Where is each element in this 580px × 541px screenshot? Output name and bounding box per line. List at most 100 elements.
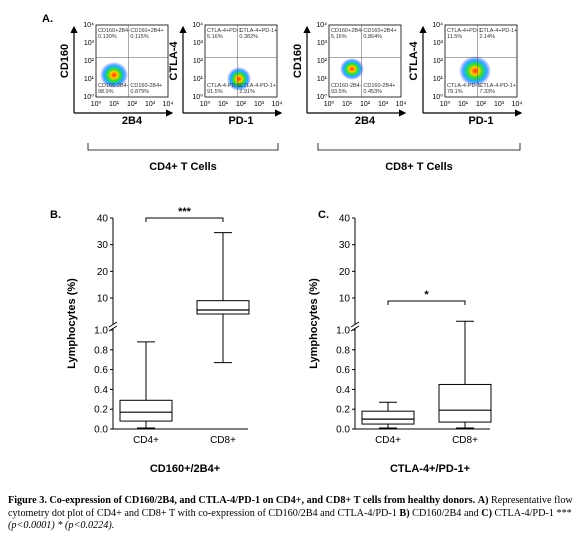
flow-x-tick: 10² [127,101,138,108]
box-iqr [438,383,492,423]
quadrant-label: CTLA-4-PD-1+ [239,83,276,89]
flow-plot-4: CTLA-4+PD-1-11.5% CTLA-4+PD-1+2.14% CTLA-4… [408,22,522,127]
quadrant-label: CD160+2B4+ [130,28,163,34]
flow-y-tick: 10¹ [433,76,444,83]
flow-y-tick: 10⁰ [316,93,327,101]
caption-part-a: Representative flow cytometry dot plot o… [8,495,573,519]
flow-y-tick: 10³ [193,40,204,47]
y-tick-label: 0.4 [336,385,350,396]
significance-bracket [387,300,466,305]
quadrant-label: CD160+2B4+ [363,28,396,34]
flow-y-tick: 10⁴ [432,22,443,29]
quadrant-percent: 0.453% [363,89,382,95]
group-label: CD4+ T Cells [149,161,217,173]
quadrant-percent: 2.14% [479,34,495,40]
boxplot-panel-1: 0.0 0.2 0.4 0.6 0.8 1.0 10 20 30 40 Lymphocytes (%… [66,206,250,475]
quadrant-percent: 0.382% [239,34,258,40]
y-tick-label: 0.6 [336,365,350,376]
quadrant-label: CTLA-4+PD-1+ [479,28,517,34]
flow-y-label: CTLA-4 [408,41,420,81]
flow-x-tick: 10⁴ [272,101,283,108]
quadrant-percent: 98.9% [98,89,114,95]
y-tick-label: 1.0 [336,326,350,337]
flow-x-tick: 10³ [254,101,265,108]
x-axis-label: CD160+/2B4+ [150,463,220,475]
caption-lead: Figure 3 [8,495,45,506]
flow-y-tick: 10² [433,58,444,65]
quadrant-percent: 93.5% [331,89,347,95]
flow-x-label: 2B4 [355,115,376,127]
flow-x-tick: 10⁴ [163,101,174,108]
x-category-label: CD8+ [210,435,236,446]
flow-y-tick: 10³ [317,40,328,47]
flow-y-tick: 10⁰ [432,93,443,101]
flow-x-tick: 10⁰ [324,100,335,108]
caption-part-c: CTLA-4/PD-1 *** [491,507,572,519]
y-axis-label: Lymphocytes (%) [308,278,320,369]
y-tick-label: 0.0 [94,425,108,436]
flow-x-tick: 10¹ [458,101,469,108]
quadrant-label: CTLA-4+PD-1+ [239,28,277,34]
cell-group-bracket: CD8+ T Cells [317,143,521,173]
quadrant-label: CD160-2B4- [331,83,362,89]
flow-y-label: CTLA-4 [168,41,180,81]
group-bracket-line [317,143,521,151]
y-tick-label: 0.6 [94,365,108,376]
box-cd4-pos [361,401,415,429]
quadrant-label: CTLA-4-PD-1- [447,83,482,89]
flow-event-cloud [227,67,251,91]
quadrant-label: CTLA-4+PD-1- [447,28,484,34]
y-axis-label: Lymphocytes (%) [66,278,78,369]
flow-y-tick: 10³ [433,40,444,47]
flow-y-tick: 10² [84,58,95,65]
significance-bracket [145,217,224,222]
caption-part-c-label: C) [481,507,492,519]
quadrant-percent: 5.16% [331,34,347,40]
flow-x-tick: 10³ [494,101,505,108]
box-iqr [196,300,250,315]
x-category-label: CD8+ [452,435,478,446]
group-label: CD8+ T Cells [385,161,453,173]
flow-y-label: CD160 [292,44,304,78]
x-axis-label: CTLA-4+/PD-1+ [390,463,470,475]
flow-cytometry-plots: CD160+2B4-0.130%CD160+2B4+0.115%CD160-2B… [59,22,522,173]
quadrant-percent: 2.91% [239,89,255,95]
quadrant-percent: 0.115% [130,34,148,40]
box-cd8-pos [438,320,492,429]
y-tick-label: 0.8 [94,345,108,356]
box-cd4-pos [119,341,173,429]
caption-part-a-label: A) [477,495,489,506]
y-tick-label: 10 [339,294,351,305]
flow-x-tick: 10² [476,101,487,108]
quadrant-percent: 7.33% [479,89,495,95]
quadrant-label: CD160-2B4+ [130,83,162,89]
y-tick-label: 20 [339,267,351,278]
boxplot-panels: 0.0 0.2 0.4 0.6 0.8 1.0 10 20 30 40 Lymphocytes (%… [66,206,492,475]
quadrant-percent: 0.130% [98,34,117,40]
flow-y-tick: 10¹ [84,76,95,83]
y-tick-label: 10 [97,294,109,305]
flow-y-tick: 10⁴ [316,22,327,29]
panel-label-b: B. [50,209,61,221]
flow-x-tick: 10² [360,101,371,108]
figure-canvas: A. CD160+2B4-0.130%CD160+2B4+0.115%CD160… [42,13,522,475]
flow-y-tick: 10¹ [317,76,328,83]
y-tick-label: 0.0 [336,425,350,436]
quadrant-label: CD160-2B4- [98,83,129,89]
caption-part-b: CD160/2B4 and [409,507,482,519]
y-tick-label: 30 [97,240,109,251]
flow-x-tick: 10⁰ [91,100,102,108]
flow-x-tick: 10³ [145,101,156,108]
significance-stars: *** [178,206,192,218]
flow-plot-frame [328,24,402,98]
flow-y-tick: 10⁰ [192,93,203,101]
quadrant-label: CTLA-4-PD-1+ [479,83,516,89]
flow-x-tick: 10⁴ [396,101,407,108]
y-tick-label: 1.0 [94,326,108,337]
flow-event-cloud [100,62,128,88]
quadrant-percent: 0.879% [130,89,149,95]
panel-label-a: A. [42,13,53,25]
boxplot-panel-2: 0.0 0.2 0.4 0.6 0.8 1.0 10 20 30 40 Lymphocytes (%… [308,214,492,475]
flow-x-tick: 10⁰ [440,100,451,108]
flow-plot-3: CD160+2B4-5.16% CD160+2B4+0.864% CD160-2B4… [292,22,406,127]
